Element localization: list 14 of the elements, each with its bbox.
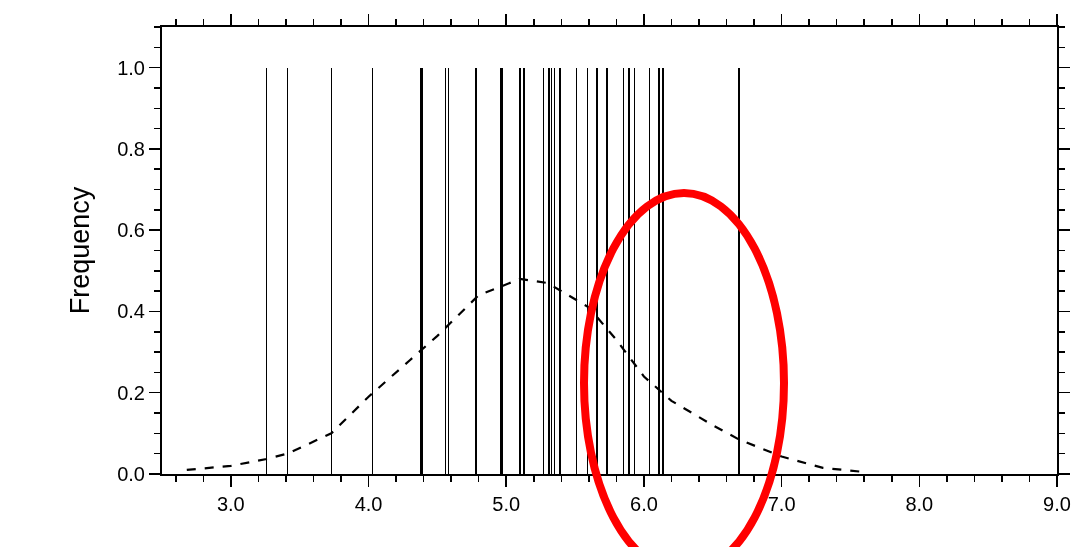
x-tick-label: 4.0	[354, 493, 383, 515]
x-tick-label: 6.0	[630, 493, 658, 515]
y-tick-label: 0.0	[117, 463, 145, 485]
x-tick-label: 9.0	[1043, 493, 1071, 515]
x-tick-label: 7.0	[767, 493, 796, 515]
y-tick-label: 0.4	[117, 300, 145, 323]
y-tick-label: 0.6	[117, 219, 145, 242]
x-tick-label: 5.0	[492, 493, 521, 515]
y-axis-title: Frequency	[64, 186, 95, 315]
y-tick-label: 0.2	[117, 381, 145, 404]
y-tick-label: 0.8	[117, 137, 145, 160]
y-tick-label: 1.0	[117, 56, 145, 79]
x-tick-label: 8.0	[905, 493, 934, 515]
x-tick-label: 3.0	[216, 493, 245, 515]
